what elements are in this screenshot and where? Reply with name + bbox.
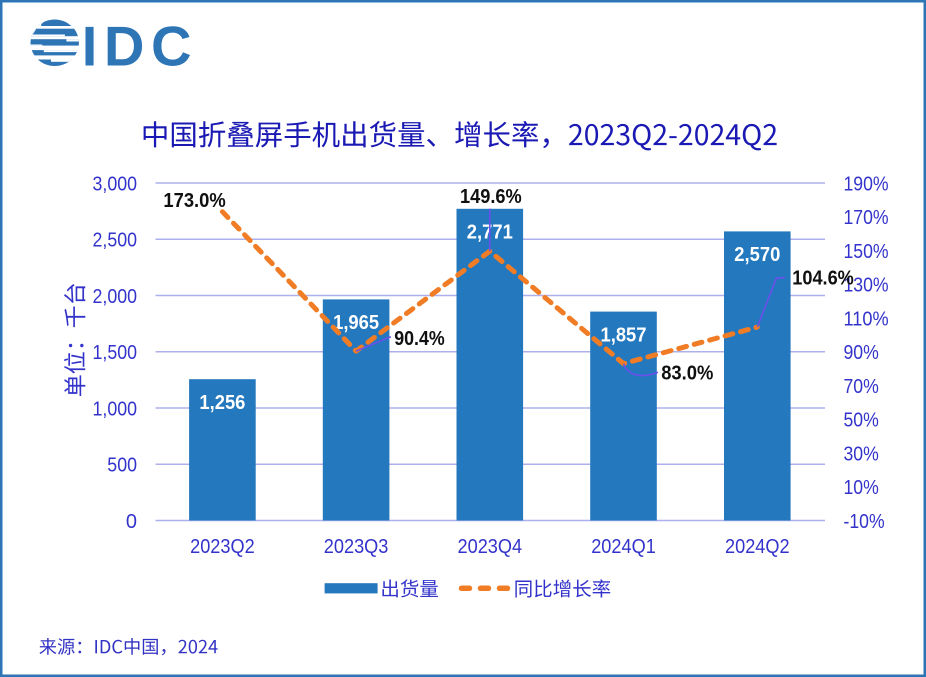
svg-text:1,857: 1,857 [601, 324, 647, 346]
svg-text:500: 500 [107, 455, 137, 477]
svg-text:1,965: 1,965 [333, 312, 379, 334]
svg-text:1,000: 1,000 [93, 398, 138, 420]
svg-text:10%: 10% [844, 477, 879, 499]
svg-text:70%: 70% [844, 376, 879, 398]
svg-text:2024Q2: 2024Q2 [725, 536, 790, 558]
svg-text:30%: 30% [844, 443, 879, 465]
svg-text:1,256: 1,256 [199, 392, 245, 414]
svg-text:130%: 130% [844, 275, 889, 297]
svg-text:2,570: 2,570 [734, 244, 780, 266]
svg-text:149.6%: 149.6% [460, 186, 522, 208]
svg-text:104.6%: 104.6% [792, 268, 854, 290]
svg-text:110%: 110% [844, 308, 889, 330]
svg-text:190%: 190% [844, 173, 889, 195]
svg-text:83.0%: 83.0% [661, 362, 713, 384]
svg-text:2,500: 2,500 [93, 230, 138, 252]
svg-text:2023Q3: 2023Q3 [324, 536, 389, 558]
svg-text:170%: 170% [844, 207, 889, 229]
svg-text:50%: 50% [844, 410, 879, 432]
svg-text:173.0%: 173.0% [163, 190, 225, 212]
svg-text:2024Q1: 2024Q1 [591, 536, 656, 558]
svg-text:3,000: 3,000 [93, 173, 138, 195]
svg-text:-10%: -10% [844, 511, 885, 533]
svg-text:1,500: 1,500 [93, 342, 138, 364]
svg-text:150%: 150% [844, 241, 889, 263]
svg-text:2023Q4: 2023Q4 [458, 536, 523, 558]
svg-text:90%: 90% [844, 342, 879, 364]
svg-text:0: 0 [126, 511, 137, 533]
svg-text:90.4%: 90.4% [394, 328, 445, 350]
svg-text:2023Q2: 2023Q2 [190, 536, 255, 558]
svg-text:2,000: 2,000 [93, 286, 138, 308]
